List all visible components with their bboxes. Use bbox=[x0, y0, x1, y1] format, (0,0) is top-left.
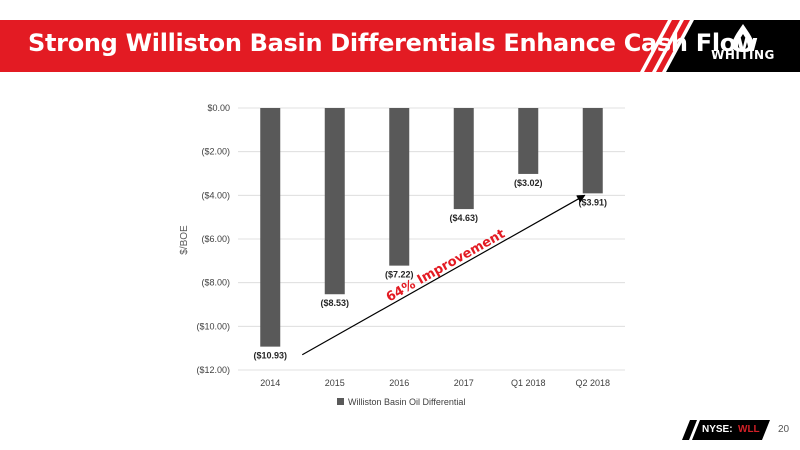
legend-swatch bbox=[337, 398, 344, 405]
data-label: ($3.02) bbox=[514, 178, 543, 188]
header-bar bbox=[0, 20, 800, 72]
y-axis-label: $/BOE bbox=[179, 225, 190, 255]
logo-text: WHITING bbox=[711, 48, 775, 62]
x-tick-label: 2016 bbox=[389, 378, 409, 388]
legend-label: Williston Basin Oil Differential bbox=[348, 397, 465, 407]
data-label: ($3.91) bbox=[578, 197, 607, 207]
improvement-arrow bbox=[301, 194, 586, 356]
x-tick-label: 2017 bbox=[454, 378, 474, 388]
data-label: ($4.63) bbox=[449, 213, 478, 223]
legend: Williston Basin Oil Differential bbox=[337, 397, 465, 407]
footer-band bbox=[682, 420, 770, 440]
x-tick-label: Q1 2018 bbox=[511, 378, 546, 388]
y-tick-label: ($12.00) bbox=[196, 365, 230, 375]
whiting-logo-icon bbox=[732, 24, 754, 52]
y-tick-label: ($8.00) bbox=[201, 278, 230, 288]
bar bbox=[518, 108, 539, 174]
x-tick-label: 2015 bbox=[325, 378, 345, 388]
x-tick-label: Q2 2018 bbox=[575, 378, 610, 388]
grid-layer: $0.00 ($2.00) ($4.00) ($6.00) ($8.00) ($10.00… bbox=[196, 103, 625, 375]
y-tick-label: ($6.00) bbox=[201, 234, 230, 244]
data-label: ($7.22) bbox=[385, 270, 414, 280]
bar bbox=[324, 108, 345, 295]
data-label: ($10.93) bbox=[253, 351, 287, 361]
bar bbox=[389, 108, 410, 266]
bar bbox=[453, 108, 474, 210]
y-tick-label: ($4.00) bbox=[201, 190, 230, 200]
bar bbox=[582, 108, 603, 194]
header-stripe bbox=[656, 20, 690, 72]
page-title: Strong Williston Basin Differentials Enh… bbox=[28, 29, 758, 57]
y-tick-label: ($10.00) bbox=[196, 321, 230, 331]
y-tick-label: ($2.00) bbox=[201, 147, 230, 157]
bar-layer bbox=[260, 108, 603, 347]
page-number: 20 bbox=[778, 424, 790, 435]
label-layer: ($10.93) 2014 ($8.53) 2015 ($7.22) 2016 ($4.63… bbox=[253, 178, 610, 388]
y-tick-label: $0.00 bbox=[207, 103, 230, 113]
header-red-band bbox=[0, 20, 668, 72]
ticker-label: NYSE: bbox=[702, 424, 733, 435]
header-stripe bbox=[644, 20, 680, 72]
data-label: ($8.53) bbox=[320, 298, 349, 308]
x-tick-label: 2014 bbox=[260, 378, 280, 388]
ticker-symbol: WLL bbox=[738, 424, 760, 435]
bar bbox=[260, 108, 281, 347]
